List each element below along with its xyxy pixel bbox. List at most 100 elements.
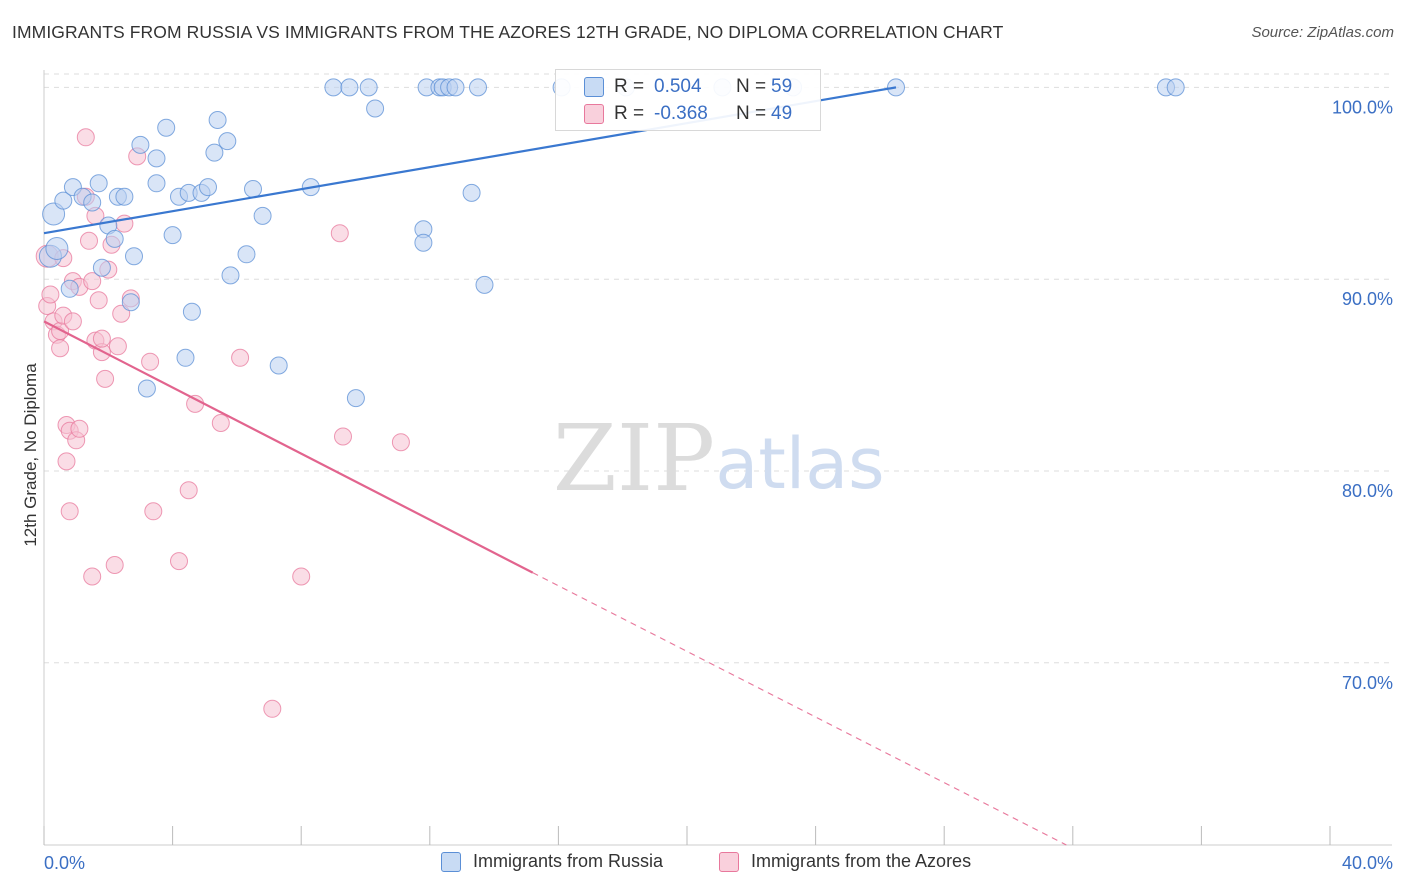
russia-point[interactable] [125, 247, 143, 266]
azores-point[interactable] [144, 502, 163, 521]
russia-point[interactable] [92, 258, 111, 277]
azores-point[interactable] [179, 481, 198, 500]
russia-point[interactable] [199, 178, 217, 197]
azores-point[interactable] [80, 231, 98, 250]
azores-point[interactable] [263, 699, 282, 718]
russia-point[interactable] [446, 78, 465, 97]
russia-point[interactable] [45, 237, 69, 260]
azores-n-value: 49 [771, 103, 793, 124]
azores-point[interactable] [76, 128, 95, 147]
russia-point[interactable] [221, 266, 240, 285]
russia-point[interactable] [469, 78, 487, 97]
azores-point[interactable] [334, 427, 352, 446]
russia-point[interactable] [475, 275, 494, 294]
russia-point[interactable] [176, 348, 195, 367]
azores-point[interactable] [112, 304, 131, 323]
stats-legend: R = 0.504 N = 59 R = -0.368 N = 49 [555, 69, 821, 131]
russia-point[interactable] [253, 206, 272, 225]
russia-point[interactable] [359, 78, 378, 97]
russia-point[interactable] [83, 193, 102, 212]
azores-swatch [584, 104, 604, 124]
watermark-atlas: atlas [715, 423, 884, 505]
chart-title: IMMIGRANTS FROM RUSSIA VS IMMIGRANTS FRO… [12, 22, 1004, 42]
russia-point[interactable] [147, 174, 166, 193]
azores-point[interactable] [51, 339, 70, 358]
azores-n-label: N = [736, 103, 767, 124]
russia-points [38, 78, 1185, 408]
russia-point[interactable] [131, 135, 150, 154]
russia-point[interactable] [340, 78, 359, 97]
azores-point[interactable] [231, 348, 250, 367]
azores-point[interactable] [92, 329, 111, 348]
russia-point[interactable] [115, 187, 134, 206]
azores-point[interactable] [89, 291, 108, 310]
azores-point[interactable] [60, 502, 79, 521]
azores-point[interactable] [211, 414, 230, 432]
russia-point[interactable] [414, 233, 433, 252]
russia-point[interactable] [366, 99, 385, 118]
russia-point[interactable] [324, 78, 343, 97]
russia-point[interactable] [237, 245, 256, 264]
azores-point[interactable] [105, 556, 124, 574]
russia-point[interactable] [89, 174, 108, 193]
russia-r-label: R = [614, 76, 645, 97]
legend-russia-swatch [441, 851, 461, 872]
russia-n-label: N = [736, 76, 767, 97]
legend-azores-label: Immigrants from the Azores [751, 851, 972, 871]
russia-point[interactable] [163, 226, 182, 245]
russia-point[interactable] [147, 149, 166, 168]
russia-point[interactable] [205, 143, 224, 162]
russia-point[interactable] [121, 293, 140, 312]
y-tick-label-90: 90.0% [1342, 289, 1393, 309]
source-label: Source: ZipAtlas.com [1251, 24, 1394, 41]
russia-point[interactable] [887, 78, 905, 97]
azores-point[interactable] [83, 272, 102, 291]
russia-point[interactable] [346, 389, 365, 408]
azores-point[interactable] [70, 419, 89, 438]
x-tick-label-min: 0.0% [44, 853, 85, 873]
azores-point[interactable] [41, 285, 60, 304]
azores-r-label: R = [614, 103, 645, 124]
russia-point[interactable] [137, 379, 156, 398]
azores-point[interactable] [170, 552, 188, 571]
russia-n-value: 59 [771, 76, 793, 97]
azores-point[interactable] [108, 337, 127, 356]
russia-point[interactable] [182, 302, 201, 321]
azores-point[interactable] [96, 369, 115, 388]
gridlines [44, 73, 1392, 664]
y-tick-label-80: 80.0% [1342, 481, 1393, 501]
russia-point[interactable] [269, 356, 288, 375]
russia-point[interactable] [208, 111, 227, 129]
russia-swatch [584, 77, 604, 97]
y-tick-label-70: 70.0% [1342, 673, 1393, 693]
watermark-zip: ZIP [553, 405, 715, 512]
x-tick-label-max: 40.0% [1342, 853, 1393, 873]
russia-point[interactable] [218, 132, 237, 151]
azores-point[interactable] [141, 352, 160, 371]
russia-point[interactable] [157, 118, 176, 137]
azores-point[interactable] [63, 312, 82, 331]
legend-item-russia[interactable]: Immigrants from Russia [441, 851, 663, 872]
azores-point[interactable] [330, 224, 349, 243]
russia-point[interactable] [60, 279, 79, 298]
azores-point[interactable] [292, 567, 311, 586]
bottom-legend: Immigrants from Russia Immigrants from t… [0, 851, 1406, 879]
azores-point[interactable] [83, 567, 102, 586]
azores-r-value: -0.368 [654, 103, 708, 124]
azores-point[interactable] [391, 433, 410, 452]
russia-point[interactable] [105, 229, 124, 248]
legend-item-azores[interactable]: Immigrants from the Azores [719, 851, 971, 872]
russia-point[interactable] [54, 191, 73, 210]
russia-r-value: 0.504 [654, 76, 702, 97]
azores-points [35, 128, 410, 718]
legend-russia-label: Immigrants from Russia [473, 851, 664, 871]
y-tick-label-100: 100.0% [1332, 97, 1393, 117]
legend-azores-swatch [719, 851, 739, 872]
russia-point[interactable] [244, 180, 262, 198]
russia-point[interactable] [1166, 78, 1185, 97]
russia-point[interactable] [462, 183, 481, 202]
azores-point[interactable] [57, 452, 76, 471]
watermark: ZIP atlas [553, 405, 885, 512]
tick-labels: 70.0% 80.0% 90.0% 100.0% 0.0% 40.0% [43, 97, 1393, 873]
